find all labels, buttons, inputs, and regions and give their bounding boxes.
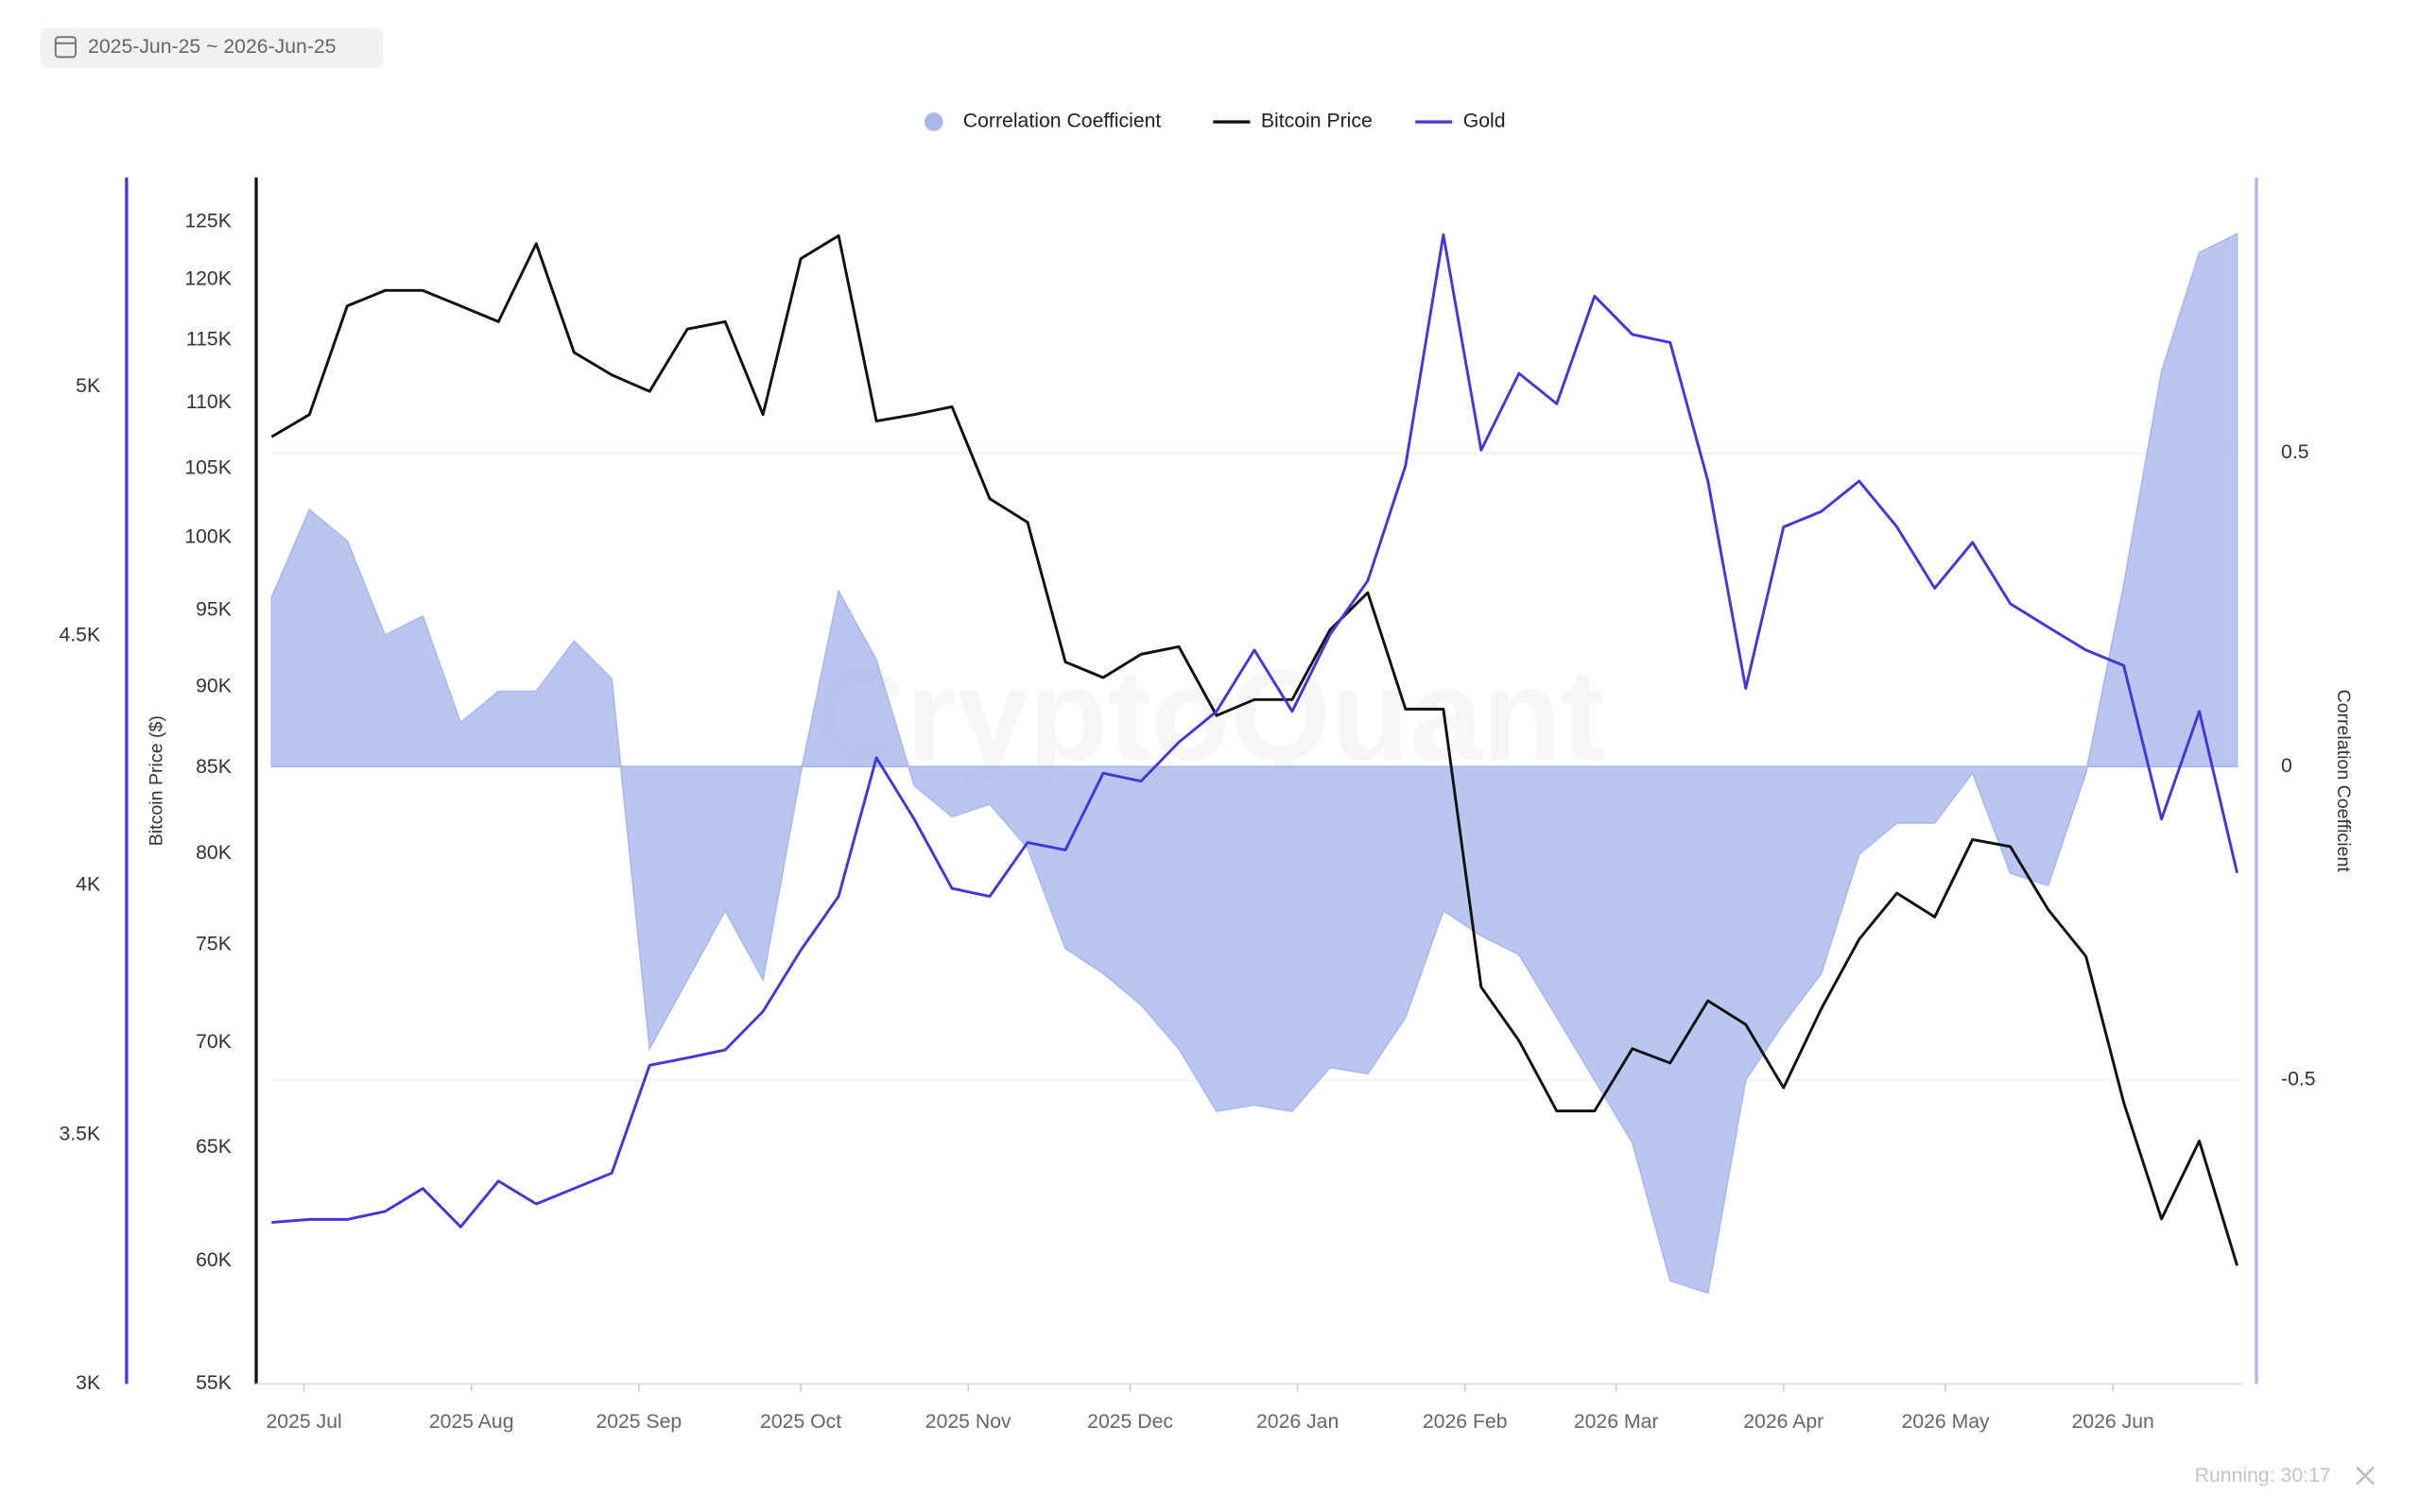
x-tick-label: 2026 Mar bbox=[1574, 1411, 1659, 1433]
y-tick-label: 105K bbox=[184, 457, 232, 479]
x-tick-label: 2026 Apr bbox=[1743, 1411, 1824, 1433]
y2-tick-label: 0.5 bbox=[2281, 441, 2309, 463]
legend-label: Correlation Coefficient bbox=[963, 111, 1162, 132]
y-tick-label: 70K bbox=[196, 1031, 232, 1053]
date-range-box[interactable] bbox=[40, 27, 383, 68]
y-tick-label: 120K bbox=[184, 268, 232, 290]
y-axis-title: Bitcoin Price ($) bbox=[147, 715, 167, 846]
x-tick-label: 2026 Feb bbox=[1423, 1411, 1508, 1433]
series-line bbox=[271, 232, 2238, 1228]
close-button[interactable] bbox=[2356, 1466, 2375, 1486]
calendar-icon bbox=[54, 36, 77, 59]
y-tick-label: 75K bbox=[196, 934, 232, 955]
y-tick-label: 110K bbox=[186, 391, 232, 413]
y-tick-label: 65K bbox=[196, 1136, 232, 1158]
y3-tick-label: 4K bbox=[76, 874, 100, 896]
series-line bbox=[270, 233, 2238, 1266]
x-tick-label: 2026 May bbox=[1901, 1411, 1990, 1433]
correlation-area bbox=[270, 232, 2238, 1295]
legend-label: Gold bbox=[1463, 111, 1506, 132]
y-tick-label: 100K bbox=[184, 526, 232, 548]
y-tick-label: 125K bbox=[184, 211, 232, 232]
legend-marker bbox=[924, 112, 943, 131]
x-tick-label: 2026 Jan bbox=[1256, 1411, 1339, 1433]
y-tick-label: 55K bbox=[196, 1372, 232, 1394]
x-tick-label: 2025 Nov bbox=[925, 1411, 1011, 1433]
y3-tick-label: 5K bbox=[76, 375, 100, 397]
y3-tick-label: 3K bbox=[76, 1372, 100, 1394]
y-tick-label: 85K bbox=[196, 756, 232, 778]
y2-tick-label: -0.5 bbox=[2281, 1068, 2316, 1090]
x-tick-label: 2025 Oct bbox=[760, 1411, 841, 1433]
y3-tick-label: 4.5K bbox=[59, 625, 100, 646]
y-tick-label: 80K bbox=[196, 842, 232, 864]
y-tick-label: 115K bbox=[186, 328, 232, 350]
x-tick-label: 2025 Dec bbox=[1087, 1411, 1173, 1433]
y2-axis-title: Correlation Coefficient bbox=[2333, 689, 2354, 872]
date-range-picker[interactable]: 2025-Jun-25 ~ 2026-Jun-25 bbox=[40, 27, 383, 68]
x-tick-label: 2026 Jun bbox=[2071, 1411, 2153, 1433]
close-icon[interactable] bbox=[2356, 1466, 2375, 1486]
date-range[interactable]: 2025-Jun-25 ~ 2026-Jun-25 bbox=[88, 36, 336, 58]
status-text: Running: 30:17 bbox=[2195, 1465, 2331, 1486]
x-tick-label: 2025 Jul bbox=[267, 1411, 342, 1433]
x-tick-label: 2025 Sep bbox=[596, 1411, 682, 1433]
y-tick-label: 90K bbox=[196, 676, 232, 697]
x-tick-label: 2025 Aug bbox=[429, 1411, 514, 1433]
legend-label: Bitcoin Price bbox=[1261, 111, 1373, 132]
y-tick-label: 95K bbox=[196, 599, 232, 621]
y2-tick-label: 0 bbox=[2281, 755, 2292, 777]
y3-tick-label: 3.5K bbox=[59, 1123, 100, 1144]
y-tick-label: 60K bbox=[196, 1249, 232, 1271]
